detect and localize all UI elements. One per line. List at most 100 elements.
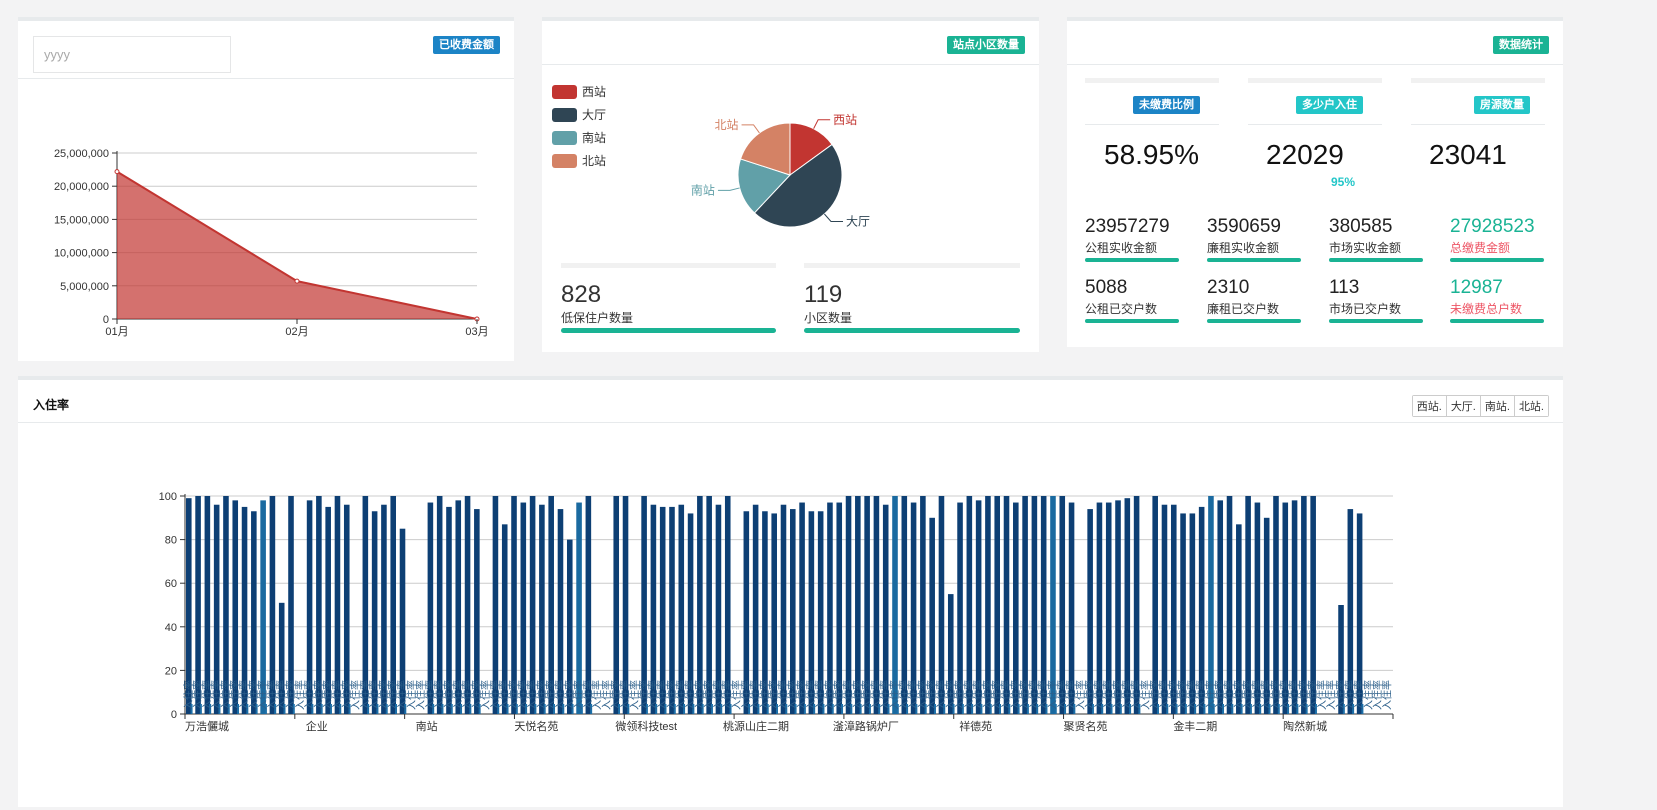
occupancy-sub-bar <box>1222 704 1225 714</box>
bar-label: 入住率 <box>265 680 278 710</box>
occupancy-sub-bar <box>618 704 621 714</box>
occupancy-bar <box>1180 513 1186 714</box>
x-tick-label: 企业 <box>306 719 328 733</box>
occupancy-bar <box>901 496 908 714</box>
station-count-badge: 站点小区数量 <box>947 36 1025 54</box>
occupancy-sub-bar <box>683 704 686 714</box>
bar-label: 入住率 <box>1380 680 1393 710</box>
occupancy-sub-bar <box>748 704 751 714</box>
occupancy-sub-bar <box>943 704 946 714</box>
pie-label-line <box>741 124 760 134</box>
occupancy-bar <box>622 496 629 714</box>
occupancy-bar <box>724 496 731 714</box>
occupancy-bar <box>195 496 201 714</box>
legend-item[interactable]: 南站 <box>552 129 606 146</box>
occupancy-bar <box>455 500 462 714</box>
bar-label: 入住率 <box>1102 680 1115 710</box>
bar-label: 入住率 <box>1027 680 1040 710</box>
occupancy-sub-bar <box>246 704 249 714</box>
occupancy-sub-bar <box>1091 704 1094 714</box>
bar-label: 入住率 <box>1018 680 1031 710</box>
bar-label: 入住率 <box>656 680 669 710</box>
occupancy-sub-bar <box>729 704 732 714</box>
occupancy-panel: 入住率 西站. 大厅. 南站. 北站. 0 20 40 60 80 100 入住率 入住率 入住… <box>18 376 1563 807</box>
occupancy-sub-bar <box>329 704 332 714</box>
occupancy-bar <box>511 496 517 714</box>
amount-label: 廉租已交户数 <box>1207 302 1280 316</box>
pie-slice <box>737 158 791 214</box>
amount-value: 113 <box>1329 277 1360 298</box>
occupancy-sub-bar <box>1008 704 1011 714</box>
occupancy-bar <box>817 511 824 714</box>
bar-label: 入住率 <box>423 680 436 710</box>
bar-label: 入住率 <box>321 680 334 710</box>
bar-label: 入住率 <box>944 680 957 710</box>
occupancy-bar <box>529 496 536 714</box>
tab-north-station[interactable]: 北站. <box>1514 396 1548 416</box>
occupancy-sub-bar <box>896 704 899 714</box>
bar-label: 入住率 <box>479 680 492 710</box>
amount-bar <box>1450 258 1544 262</box>
occupancy-sub-bar <box>813 704 816 714</box>
occupancy-bar <box>1068 502 1075 714</box>
bar-label: 入住率 <box>1315 680 1328 710</box>
x-tick-label: 桃源山庄二期 <box>723 719 789 733</box>
x-tick-label: 金丰二期 <box>1173 719 1217 733</box>
bar-label: 入住率 <box>1334 680 1347 710</box>
bar-label: 入住率 <box>1204 680 1217 710</box>
legend-item[interactable]: 北站 <box>552 152 606 169</box>
bar-label: 入住率 <box>758 680 771 710</box>
bar-label: 入住率 <box>711 680 724 710</box>
bar-label: 入住率 <box>414 680 427 710</box>
housing-value: 23041 <box>1429 139 1507 170</box>
unpaid-ratio-value: 58.95% <box>1104 139 1199 170</box>
y-tick-label: 80 <box>165 535 177 547</box>
occupancy-sub-bar <box>1156 704 1159 714</box>
occupancy-sub-bar <box>720 704 723 714</box>
occupancy-bar <box>706 496 712 714</box>
occupancy-bar <box>697 496 703 714</box>
tab-south-station[interactable]: 南站. <box>1480 396 1515 416</box>
legend-item[interactable]: 西站 <box>552 83 606 100</box>
occupancy-sub-bar <box>757 704 760 714</box>
bar-label: 入住率 <box>600 680 613 710</box>
occupancy-bar <box>966 496 973 714</box>
legend-label: 南站 <box>582 131 607 145</box>
occupancy-sub-bar <box>1203 704 1206 714</box>
bar-label: 入住率 <box>1176 680 1189 710</box>
bar-label: 入住率 <box>739 680 752 710</box>
bar-label: 入住率 <box>591 680 604 710</box>
amount-bar <box>1207 319 1301 323</box>
bar-label: 入住率 <box>897 680 910 710</box>
occupancy-sub-bar <box>199 704 202 714</box>
amount-label: 公租已交户数 <box>1085 302 1158 316</box>
bar-label: 入住率 <box>795 680 808 710</box>
occupancy-bar <box>1189 513 1196 714</box>
bar-label: 入住率 <box>1297 680 1310 710</box>
x-tick-label: 聚贤名苑 <box>1064 719 1108 733</box>
occupancy-sub-bar <box>385 704 388 714</box>
year-input[interactable] <box>33 36 231 73</box>
occupancy-sub-bar <box>497 704 500 714</box>
bar-label: 入住率 <box>962 680 975 710</box>
occupancy-sub-bar <box>1036 704 1039 714</box>
amount-label: 市场已交户数 <box>1329 302 1402 316</box>
y-tick-label: 0 <box>103 314 109 326</box>
occupancy-bar <box>343 504 350 714</box>
bar-label: 入住率 <box>851 680 864 710</box>
bar-label: 入住率 <box>1232 680 1245 710</box>
amount-value: 27928523 <box>1450 216 1535 237</box>
occupancy-bar <box>864 496 870 714</box>
bar-label: 入住率 <box>934 680 947 710</box>
occupancy-bar <box>1347 509 1354 714</box>
tab-hall[interactable]: 大厅. <box>1446 396 1481 416</box>
occupancy-bar <box>241 506 248 714</box>
bar-label: 入住率 <box>702 680 715 710</box>
legend-item[interactable]: 大厅 <box>552 106 606 123</box>
occupancy-bar <box>371 511 378 714</box>
tab-west-station[interactable]: 西站. <box>1412 396 1447 416</box>
statistics-badge: 数据统计 <box>1493 36 1549 54</box>
bar-label: 入住率 <box>804 680 817 710</box>
occupancy-sub-bar <box>692 704 695 714</box>
bar-label: 入住率 <box>210 680 223 710</box>
